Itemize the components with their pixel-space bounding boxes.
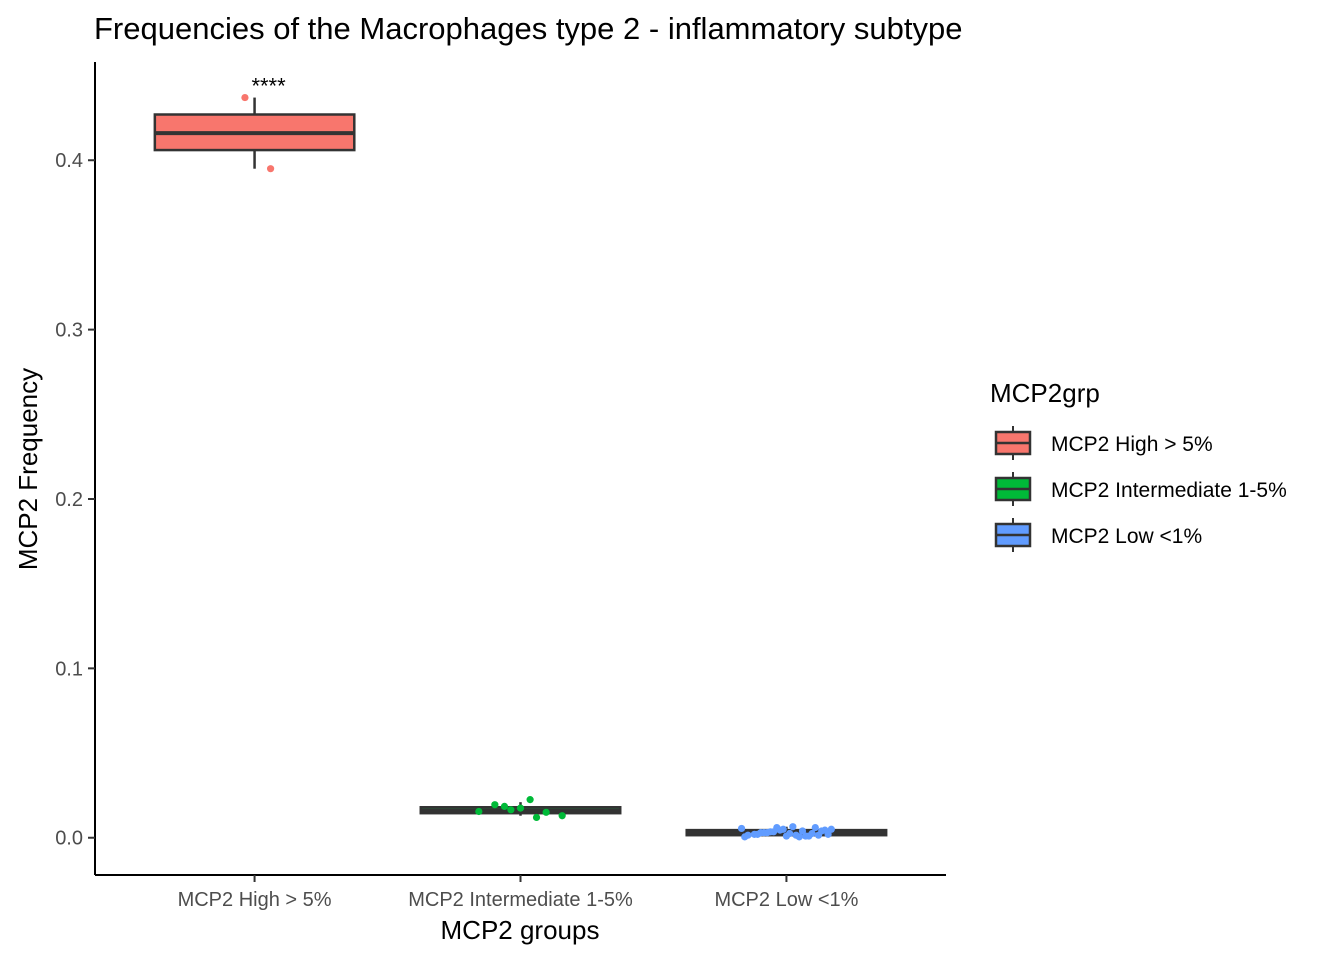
data-point: [500, 802, 509, 811]
data-point: [241, 93, 249, 102]
box-group: [419, 796, 622, 822]
y-tick-label: 0.2: [55, 489, 83, 511]
data-point: [795, 833, 803, 841]
box-group: [685, 823, 888, 841]
data-point: [558, 812, 566, 820]
x-axis-title: MCP2 groups: [441, 915, 600, 945]
legend-title: MCP2grp: [990, 378, 1100, 408]
data-point: [786, 829, 794, 838]
y-axis-title: MCP2 Frequency: [13, 368, 43, 570]
y-tick-label: 0.4: [55, 150, 83, 172]
x-tick-label: MCP2 Intermediate 1-5%: [408, 889, 633, 911]
data-point: [827, 825, 835, 833]
legend-label: MCP2 Intermediate 1-5%: [1051, 479, 1287, 502]
data-point: [789, 823, 797, 831]
legend-item: MCP2 High > 5%: [994, 426, 1213, 460]
significance-label: ****: [251, 74, 286, 99]
legend-label: MCP2 High > 5%: [1051, 433, 1213, 456]
data-point: [814, 831, 823, 839]
data-point: [805, 832, 813, 840]
box-group: ****: [153, 74, 356, 173]
data-point: [737, 824, 746, 833]
data-point: [821, 826, 829, 834]
y-tick-label: 0.3: [55, 320, 83, 342]
chart-title: Frequencies of the Macrophages type 2 - …: [94, 11, 962, 46]
legend: MCP2 High > 5% MCP2 Intermediate 1-5% MCP2…: [994, 426, 1287, 552]
legend-item: MCP2 Intermediate 1-5%: [994, 472, 1287, 506]
data-point: [516, 804, 525, 812]
legend-label: MCP2 Low <1%: [1051, 525, 1202, 548]
x-tick-label: MCP2 Low <1%: [714, 889, 858, 911]
legend-item: MCP2 Low <1%: [994, 518, 1202, 552]
y-tick-label: 0.1: [55, 658, 83, 680]
data-point: [811, 823, 819, 832]
data-point: [475, 807, 483, 816]
data-point: [266, 165, 275, 173]
x-tick-label: MCP2 High > 5%: [178, 889, 332, 911]
data-point: [532, 813, 541, 822]
y-tick-label: 0.0: [55, 828, 83, 850]
data-point: [779, 825, 787, 833]
data-point: [744, 831, 752, 839]
data-point: [763, 829, 771, 837]
data-point: [526, 796, 534, 804]
plot-area: 0.0 0.1 0.2 0.3 0.4 MCP2 High > 5% MCP2 Interm…: [55, 62, 946, 911]
data-point: [542, 808, 550, 816]
data-point: [770, 828, 778, 836]
data-point: [753, 830, 762, 838]
data-point: [491, 801, 499, 809]
data-point: [507, 806, 515, 814]
